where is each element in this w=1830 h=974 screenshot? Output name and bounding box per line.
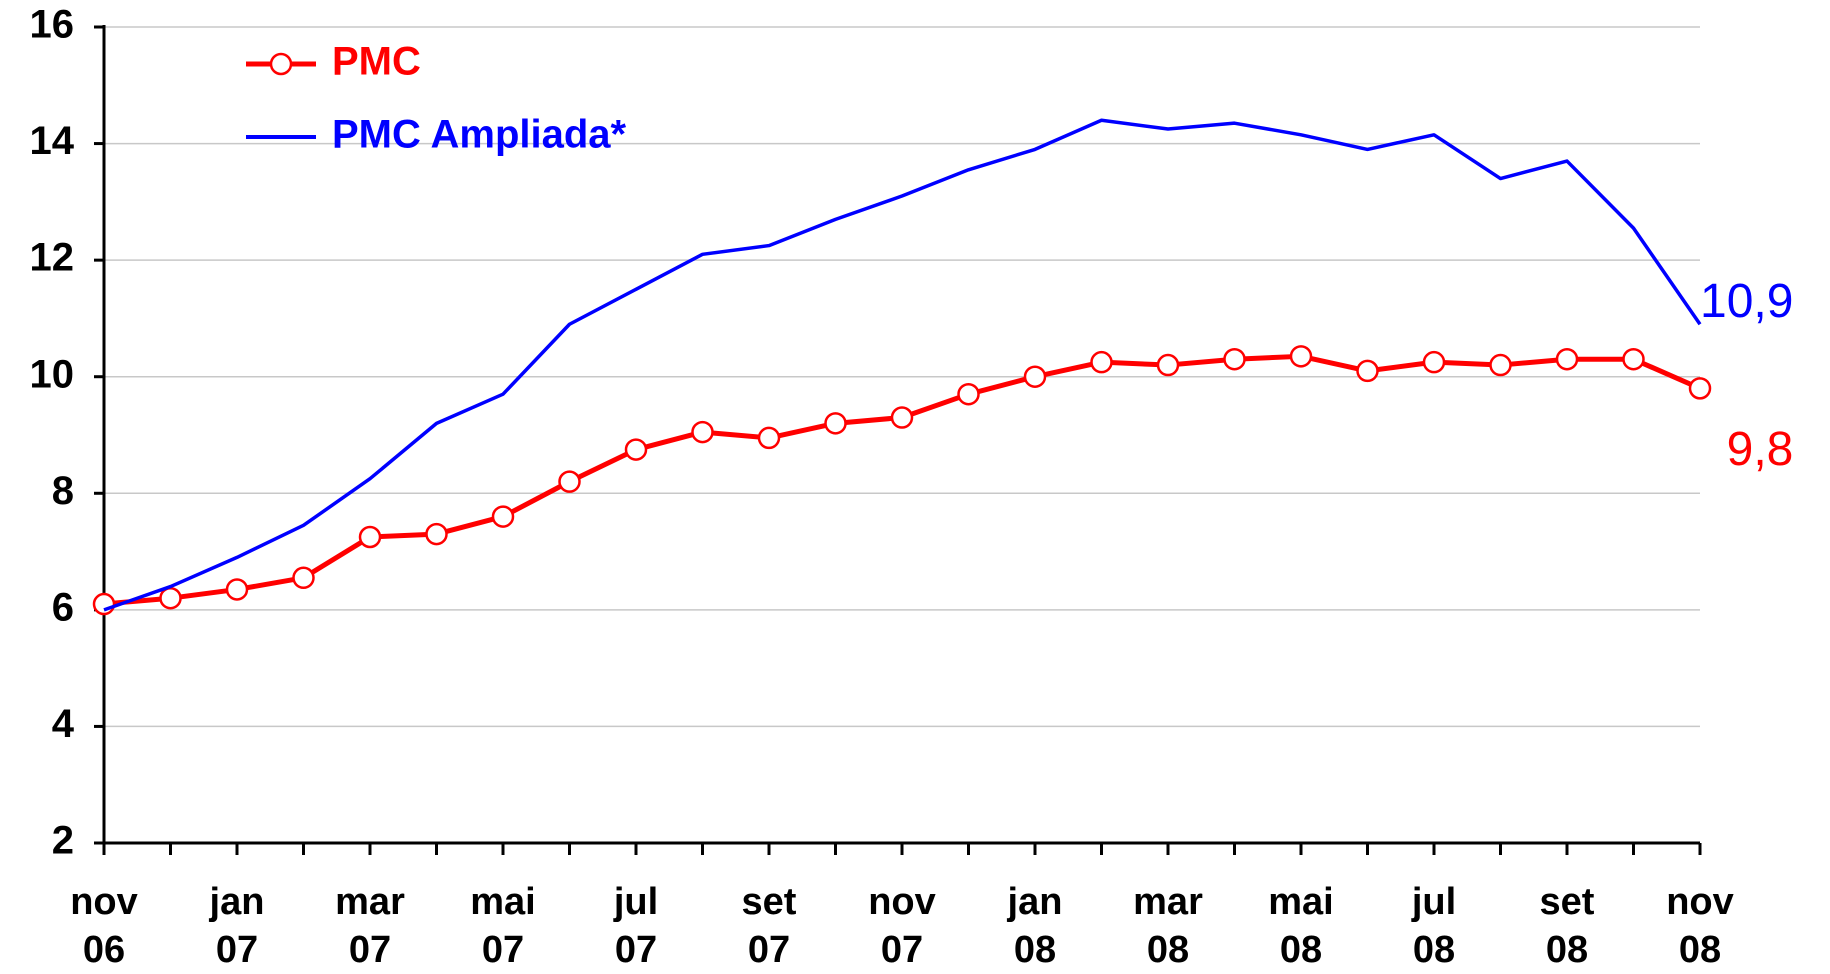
- marker: [558, 470, 581, 493]
- y-tick-label: 10: [30, 352, 75, 396]
- marker: [1688, 377, 1712, 400]
- marker: [624, 438, 648, 461]
- x-tick-label: nov 06: [70, 881, 138, 971]
- marker: [1489, 353, 1512, 377]
- marker: [292, 566, 315, 590]
- marker: [425, 522, 448, 546]
- data-label: 9,8: [1727, 423, 1794, 476]
- series-line: [103, 353, 1702, 607]
- y-tick-label: 12: [30, 236, 75, 280]
- y-tick-label: 4: [52, 702, 75, 746]
- marker: [1090, 350, 1113, 374]
- marker: [358, 525, 382, 549]
- y-tick-label: 6: [52, 585, 74, 629]
- y-tick-label: 2: [52, 819, 74, 863]
- marker: [1422, 350, 1446, 374]
- marker: [159, 586, 182, 610]
- x-tick-label: nov 08: [1666, 881, 1734, 971]
- x-tick-label: set 07: [741, 881, 797, 971]
- x-tick-label: jul 07: [613, 881, 659, 971]
- y-tick-label: 14: [30, 119, 75, 163]
- x-tick-label: jan 07: [209, 881, 265, 971]
- marker: [1023, 365, 1047, 388]
- marker: [1289, 345, 1313, 368]
- x-tick-label: jan 08: [1007, 881, 1063, 971]
- marker: [890, 406, 914, 429]
- legend-marker: [269, 52, 293, 76]
- marker: [957, 382, 980, 406]
- marker: [1622, 347, 1645, 371]
- marker: [1223, 347, 1246, 371]
- marker: [691, 420, 714, 444]
- series-line: [103, 118, 1702, 612]
- marker: [824, 412, 847, 435]
- marker: [1156, 353, 1180, 377]
- y-tick-label: 8: [52, 469, 74, 513]
- data-label: 10,9: [1700, 275, 1793, 328]
- marker: [1555, 347, 1579, 371]
- legend-label: PMC Ampliada*: [332, 113, 627, 157]
- x-tick-label: mar 08: [1133, 881, 1203, 971]
- x-tick-label: mar 07: [335, 881, 405, 971]
- marker: [92, 592, 116, 616]
- x-tick-label: mai 07: [470, 881, 536, 971]
- marker: [491, 505, 515, 528]
- x-tick-label: jul 08: [1411, 881, 1457, 971]
- x-tick-label: nov 07: [868, 881, 936, 971]
- marker: [225, 578, 249, 601]
- x-tick-label: mai 08: [1268, 881, 1334, 971]
- marker: [757, 426, 781, 450]
- legend-label: PMC: [332, 40, 421, 84]
- y-tick-label: 16: [30, 3, 75, 47]
- x-tick-label: set 08: [1539, 881, 1595, 971]
- marker: [1356, 359, 1379, 383]
